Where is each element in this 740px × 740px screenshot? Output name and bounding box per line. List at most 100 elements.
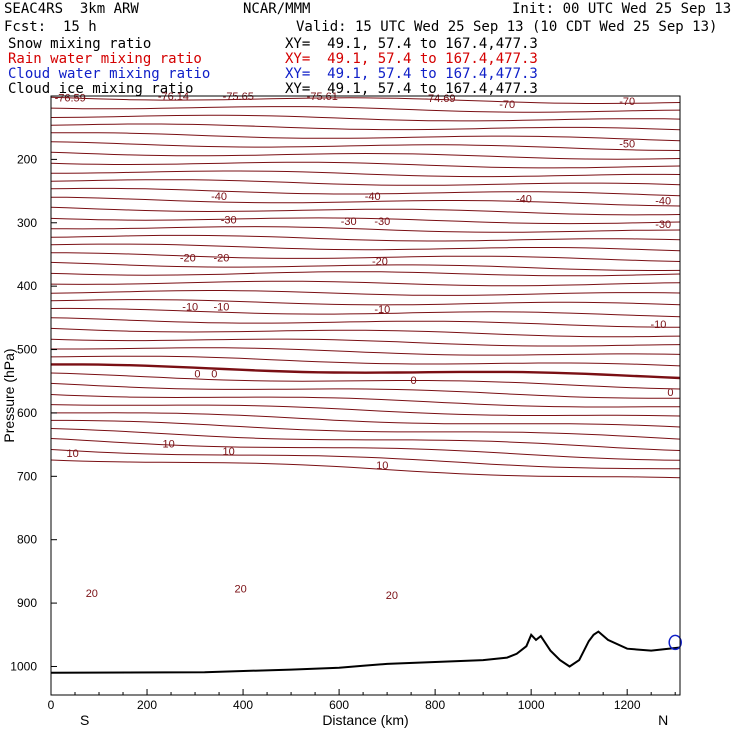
isotherm-line [50, 459, 681, 479]
isotherm-line [50, 338, 681, 347]
isotherm-line [50, 206, 681, 216]
isotherm-line [50, 290, 681, 296]
isotherm-value-label: -75.65 [223, 91, 254, 103]
legend-cloud-ice-label: Cloud ice mixing ratio [8, 81, 194, 97]
isotherm-value-label: -30 [341, 216, 357, 228]
isotherm-line [50, 217, 681, 225]
isotherm-line [50, 428, 681, 451]
legend-snow-label: Snow mixing ratio [8, 36, 152, 52]
isotherm-line [50, 382, 681, 399]
isotherm-value-label: -40 [365, 191, 381, 203]
isotherm-value-label: 10 [223, 446, 235, 458]
legend-rain-label: Rain water mixing ratio [8, 51, 202, 67]
isotherm-line [50, 271, 681, 277]
isotherm-value-label: 0 [194, 369, 200, 381]
isotherm-value-label: -40 [211, 191, 227, 203]
isotherm-line [50, 114, 681, 122]
isotherm-value-label: 20 [235, 584, 247, 596]
isotherm-line [50, 299, 681, 306]
legend-cloud-water-xy: XY= 49.1, 57.4 to 167.4,477.3 [285, 66, 538, 82]
isotherm-line [50, 132, 681, 142]
y-tick-label: 400 [17, 279, 37, 293]
isotherm-value-label: -76.59 [55, 92, 86, 104]
north-label: N [658, 712, 668, 728]
isotherm-line [51, 252, 681, 262]
x-axis-title: Distance (km) [322, 712, 408, 728]
legend-rain-xy: XY= 49.1, 57.4 to 167.4,477.3 [285, 51, 538, 67]
isotherm-line [50, 438, 681, 461]
x-tick-label: 600 [329, 698, 349, 712]
isotherm-line [50, 187, 681, 197]
isotherm-line [50, 161, 681, 169]
isotherm-value-label: -40 [655, 196, 671, 208]
isotherm-line [50, 394, 680, 408]
isotherm-value-label: -10 [182, 301, 198, 313]
isotherm-line [50, 141, 681, 151]
isotherm-value-label: 10 [376, 460, 388, 472]
x-tick-label: 0 [48, 698, 55, 712]
isotherm-line [50, 307, 681, 318]
isotherm-value-label: -10 [214, 301, 230, 313]
x-axis: 0 200 400 600 800 1000 1200 [48, 689, 676, 712]
y-tick-label: 600 [17, 406, 37, 420]
y-tick-label: 200 [17, 152, 37, 166]
isotherm-line [50, 261, 681, 271]
isotherm-line [50, 372, 681, 390]
isotherm-value-label: 0 [410, 375, 416, 387]
isotherm-line [50, 327, 681, 338]
y-tick-label: 800 [17, 533, 37, 547]
zero-isotherm-line [51, 363, 681, 380]
forecast-hour-label: Fcst: 15 h [4, 19, 97, 35]
isotherm-value-label: -30 [655, 219, 671, 231]
y-axis-title: Pressure (hPa) [1, 348, 17, 442]
x-tick-label: 800 [425, 698, 445, 712]
isotherm-line [50, 96, 681, 104]
isotherm-value-label: -10 [374, 304, 390, 316]
isotherm-line [50, 106, 681, 113]
y-tick-label: 1000 [10, 659, 37, 673]
terrain-line [50, 630, 681, 674]
isotherm-line [50, 404, 681, 417]
institution-label: NCAR/MMM [243, 1, 311, 17]
isotherm-line [50, 151, 681, 160]
legend-snow-xy: XY= 49.1, 57.4 to 167.4,477.3 [285, 36, 538, 52]
isotherm-line [50, 196, 681, 207]
isotherm-value-label: -30 [221, 215, 237, 227]
isotherm-line [51, 412, 681, 428]
isotherm-value-label: -74.69 [424, 93, 455, 105]
isotherm-value-label: 20 [86, 588, 98, 600]
y-tick-label: 700 [17, 469, 37, 483]
isotherm-value-label: 10 [66, 448, 78, 460]
isotherm-labels: -76.59 -76.14 -75.65 -75.61 -74.69 -70 -70 -50 -… [55, 91, 674, 602]
model-label: SEAC4RS 3km ARW [4, 1, 139, 17]
isotherm-line [50, 234, 681, 242]
x-tick-label: 1200 [614, 698, 641, 712]
isotherm-value-label: 0 [667, 387, 673, 399]
isotherm-value-label: -20 [372, 256, 388, 268]
isotherm-line [50, 226, 681, 233]
isotherm-line [50, 243, 681, 252]
isotherm-line [50, 317, 680, 328]
x-tick-label: 200 [137, 698, 157, 712]
x-tick-label: 400 [233, 698, 253, 712]
isotherm-line [50, 280, 681, 287]
y-tick-label: 500 [17, 343, 37, 357]
isotherm-value-label: -10 [650, 319, 666, 331]
isotherm-line [50, 123, 681, 131]
isotherm-value-label: -75.61 [307, 91, 338, 103]
isotherm-line [50, 179, 681, 186]
isotherm-value-label: -70 [619, 96, 635, 108]
isotherm-value-label: -50 [619, 139, 635, 151]
isotherm-value-label: 0 [211, 369, 217, 381]
isotherm-line [51, 419, 681, 440]
y-axis: 200 300 400 500 600 700 800 900 1000 [10, 152, 57, 673]
terrain-layer [50, 630, 682, 674]
y-tick-label: 900 [17, 596, 37, 610]
isotherm-line [51, 347, 681, 356]
isotherm-value-label: -76.14 [158, 91, 189, 103]
plot-frame [50, 95, 681, 696]
y-tick-label: 300 [17, 216, 37, 230]
isotherm-lines [50, 96, 681, 479]
legend-cloud-ice-xy: XY= 49.1, 57.4 to 167.4,477.3 [285, 81, 538, 97]
